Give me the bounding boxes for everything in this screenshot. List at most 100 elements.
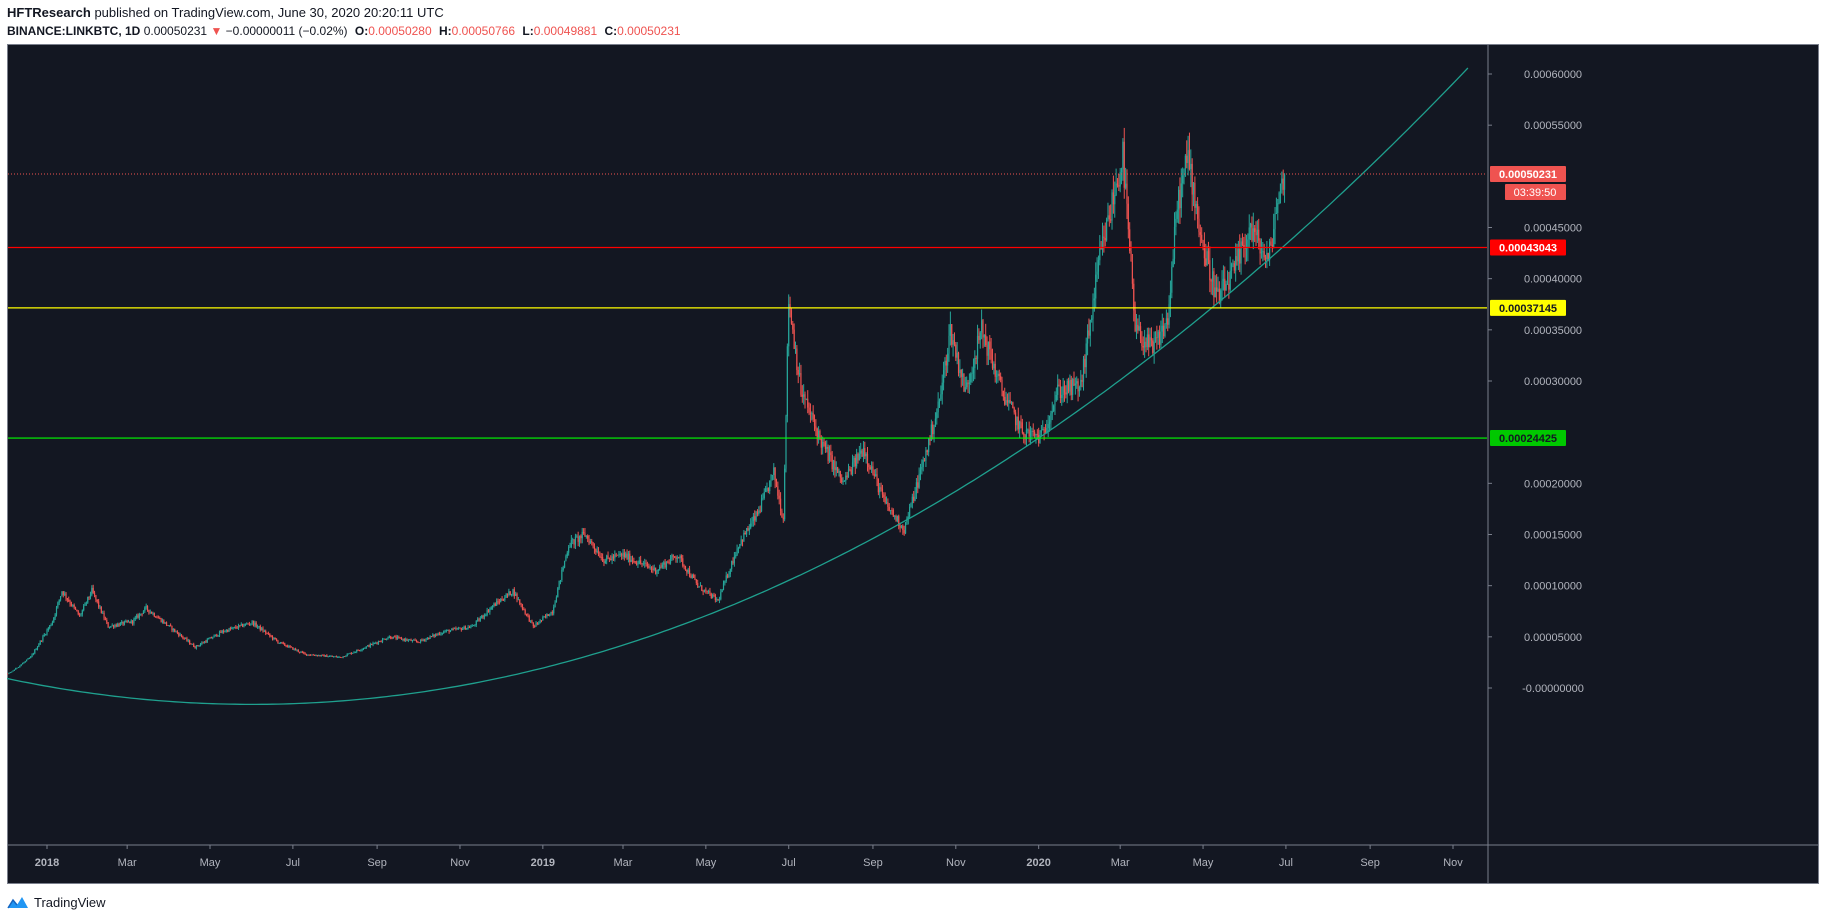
candle-body [1230,264,1233,271]
candle-body [1010,402,1013,404]
candle-body [1101,236,1104,250]
candle-body [87,596,89,603]
candle-body [1072,378,1074,395]
candle-body [1210,280,1212,282]
candle-body [384,638,386,640]
candle-body [376,642,378,644]
candle-body [747,528,749,531]
candle-body [277,640,279,644]
candle-body [657,569,659,571]
candle-body [642,563,644,565]
candle-body [126,621,128,622]
candle-body [621,554,623,556]
candle-body [706,590,708,592]
candle-body [585,535,587,537]
candle-body [1046,428,1048,433]
author-name[interactable]: HFTResearch [7,5,91,20]
down-arrow-icon: ▼ [210,24,223,38]
candle-body [451,628,453,631]
candle-body [644,562,646,564]
candle-body [1179,189,1181,209]
candle-body [342,656,344,658]
candle-body [515,593,517,596]
candle-body [157,617,159,619]
price-chart[interactable]: 0.00060000 0.00055000 0.00045000 0.00040000… [7,44,1819,884]
candle-body [759,510,761,512]
candle-body [244,623,246,626]
candle-body [1277,203,1279,213]
y-tick-label: 0.00035000 [1524,325,1582,337]
low-label: L: [522,24,534,38]
candle-body [254,622,256,626]
candle-body [198,645,200,647]
candle-body [926,450,928,453]
candle-body [865,453,867,457]
x-tick-label: May [695,857,716,869]
candle-body [732,561,734,564]
candle-body [1058,384,1060,386]
candle-body [720,592,722,600]
candle-body [608,557,610,559]
candle-body [274,637,276,640]
candle-body [16,667,18,669]
candle-body [1105,219,1108,241]
footer: TradingView [7,892,106,912]
candle-body [11,671,13,673]
candle-body [1125,183,1127,188]
candle-body [532,622,534,627]
candle-body [801,394,803,397]
candle-body [50,624,52,626]
candle-body [328,656,331,657]
candle-body [798,373,801,375]
candle-body [1108,215,1110,220]
candle-body [388,636,390,638]
candle-body [869,467,871,470]
candle-body [460,628,462,631]
candle-body [540,620,543,621]
candle-body [804,394,806,400]
candle-body [800,373,802,395]
candle-body [163,620,165,624]
candle-body [7,673,9,675]
candle-body [1114,195,1116,205]
candle-body [414,639,416,641]
candle-body [923,460,926,461]
candle-body [623,552,625,558]
candle-body [315,655,317,656]
candle-body [1150,337,1153,341]
candle-body [1182,175,1184,184]
candle-body [57,602,59,608]
candle-body [675,557,677,559]
candle-body [1214,287,1216,298]
parabolic-trend-curve[interactable] [7,67,1469,706]
candle-body [1141,338,1143,347]
candle-body [837,467,839,473]
candle-body [983,334,985,338]
candle-body [1160,331,1162,345]
candle-body [458,627,460,629]
candle-body [1202,240,1204,246]
candle-body [573,539,575,545]
candle-body [822,442,824,448]
candle-body [138,614,140,618]
candle-body [266,633,268,635]
brand-name[interactable]: TradingView [34,894,106,910]
candle-body [24,661,26,663]
candle-body [591,541,593,543]
candle-body [187,640,189,642]
candle-body [1054,400,1056,406]
symbol-label[interactable]: BINANCE:LINKBTC, 1D [7,24,141,38]
x-tick-label: Sep [863,857,883,869]
candle-body [508,591,510,595]
candle-body [595,549,597,552]
candle-body [278,642,280,644]
candle-body [1043,429,1045,433]
candle-body [743,532,745,542]
candle-body [167,625,169,626]
tradingview-logo-icon[interactable] [7,895,29,909]
candle-body [974,357,976,369]
candle-body [929,438,931,441]
candle-body [493,603,495,607]
candle-body [108,627,111,629]
candle-body [323,654,325,657]
